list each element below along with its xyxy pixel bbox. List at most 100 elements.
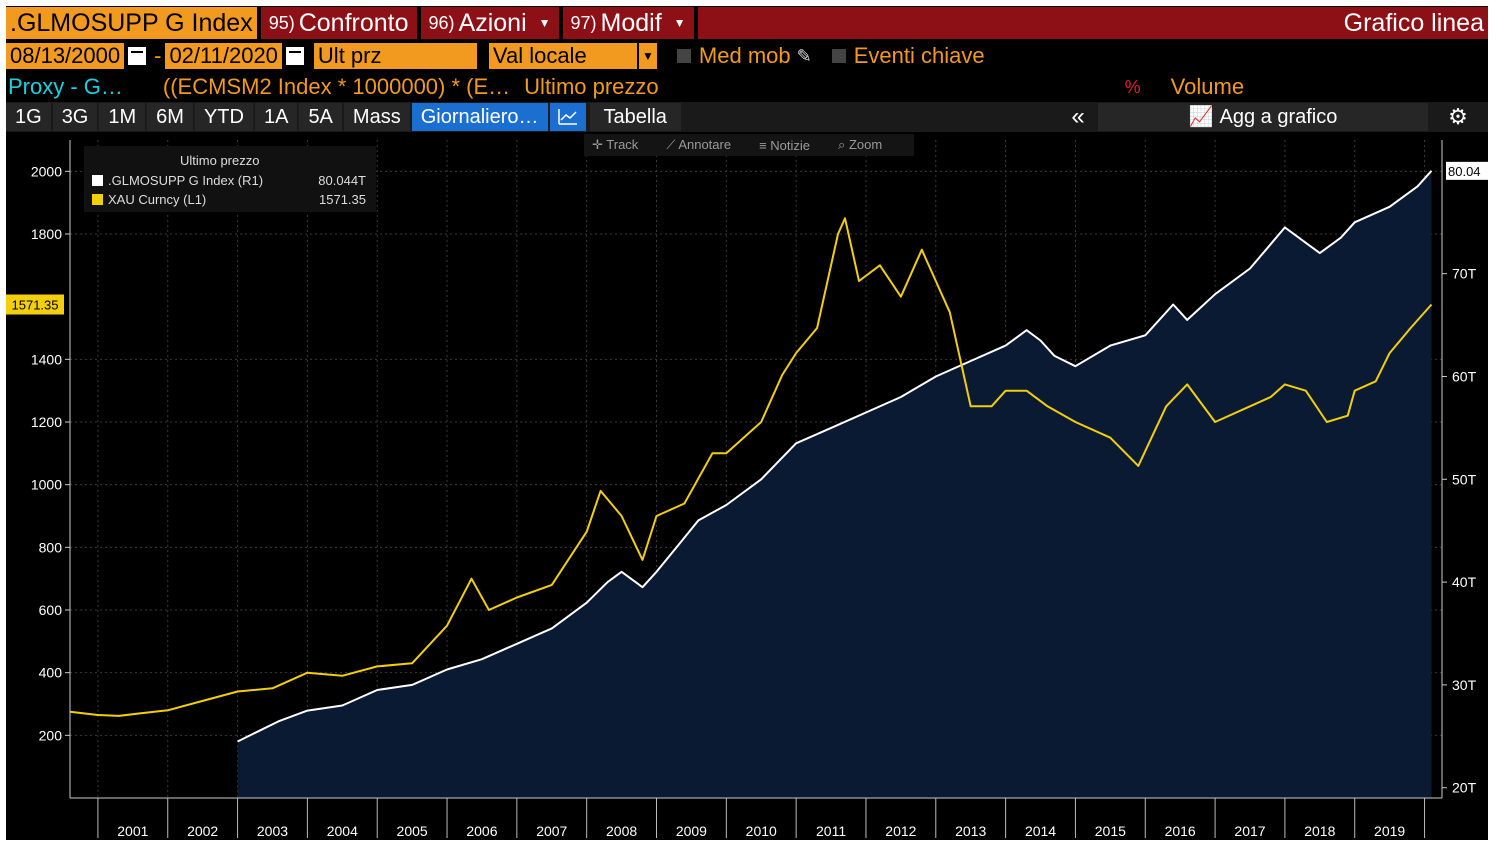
left-tick-label: 400 bbox=[39, 665, 63, 681]
last-price-label: Ultimo prezzo bbox=[524, 74, 659, 99]
annotate-tool[interactable]: ⟋ Annotare bbox=[666, 137, 732, 152]
volume-icon[interactable]: % bbox=[1124, 76, 1141, 97]
key-events-label: Eventi chiave bbox=[853, 43, 985, 68]
x-tick-label: 2014 bbox=[1025, 823, 1056, 839]
actions-button[interactable]: 96) Azioni ▼ bbox=[420, 7, 559, 39]
tab-5a[interactable]: 5A bbox=[299, 103, 342, 131]
tab-6m[interactable]: 6M bbox=[147, 103, 193, 131]
left-tick-label: 1000 bbox=[31, 477, 62, 493]
calendar-icon[interactable] bbox=[285, 47, 304, 65]
left-tick-label: 200 bbox=[39, 727, 63, 743]
x-tick-label: 2013 bbox=[955, 823, 986, 839]
date-range-bar: 08/13/2000 - 02/11/2020 Ult prz Val loca… bbox=[6, 42, 1488, 70]
tab-1g[interactable]: 1G bbox=[6, 103, 51, 131]
right-tick-label: 40T bbox=[1452, 574, 1477, 590]
line-chart-icon[interactable] bbox=[549, 103, 586, 131]
x-tick-label: 2016 bbox=[1165, 823, 1196, 839]
chart-area: 200 400 600 800 1000 1200 1400 1800 2000 20T 30T 40… bbox=[6, 134, 1488, 840]
compare-number: 95) bbox=[268, 13, 295, 33]
x-tick-label: 2009 bbox=[676, 823, 707, 839]
left-tick-label: 1200 bbox=[31, 414, 62, 430]
left-tick-label: 800 bbox=[39, 539, 63, 555]
end-date-field[interactable]: 02/11/2020 bbox=[165, 43, 282, 69]
actions-label: Azioni bbox=[458, 9, 527, 37]
date-separator: - bbox=[154, 43, 162, 68]
index-last-value-tag bbox=[1446, 161, 1488, 180]
right-tick-label: 50T bbox=[1452, 471, 1477, 487]
gold-series-line bbox=[69, 217, 1433, 717]
currency-select[interactable]: Val locale bbox=[488, 43, 637, 69]
legend-swatch bbox=[92, 194, 103, 205]
x-tick-label: 2018 bbox=[1304, 823, 1335, 839]
chevron-down-icon: ▼ bbox=[673, 16, 686, 30]
x-tick-label: 2007 bbox=[536, 823, 567, 839]
legend-series-name: XAU Curncy (L1) bbox=[108, 192, 207, 207]
right-tick-label: 20T bbox=[1452, 780, 1477, 796]
chart-legend: Ultimo prezzo .GLMOSUPP G Index (R1) 80.… bbox=[84, 146, 376, 212]
ticker-field[interactable]: .GLMOSUPP G Index bbox=[6, 7, 257, 39]
track-tool[interactable]: ✛ Track bbox=[592, 137, 639, 152]
price-field-select[interactable]: Ult prz bbox=[313, 43, 477, 69]
x-tick-label: 2019 bbox=[1374, 823, 1405, 839]
left-tick-label: 2000 bbox=[31, 163, 62, 179]
legend-swatch bbox=[92, 175, 103, 186]
bloomberg-chart-window: .GLMOSUPP G Index 95) Confronto 96) Azioni… bbox=[6, 6, 1488, 840]
x-tick-label: 2004 bbox=[327, 823, 358, 839]
x-tick-label: 2008 bbox=[606, 823, 637, 839]
news-tool[interactable]: ≡ Notizie bbox=[759, 137, 811, 153]
tab-mass[interactable]: Mass bbox=[343, 103, 410, 131]
left-tick-label: 1800 bbox=[31, 226, 62, 242]
legend-item-index: .GLMOSUPP G Index (R1) 80.044T bbox=[92, 173, 366, 188]
actions-number: 96) bbox=[428, 13, 455, 33]
chart-type-title: Grafico linea bbox=[697, 7, 1488, 39]
moving-average-checkbox[interactable] bbox=[676, 49, 691, 63]
right-tick-label: 30T bbox=[1452, 677, 1477, 693]
period-select[interactable]: Giornaliero… bbox=[411, 103, 548, 131]
tab-ytd[interactable]: YTD bbox=[194, 103, 253, 131]
gold-last-value-label: 1571.35 bbox=[12, 298, 59, 313]
compare-button[interactable]: 95) Confronto bbox=[260, 7, 417, 39]
edit-button[interactable]: 97) Modif ▼ bbox=[562, 7, 694, 39]
tab-1m[interactable]: 1M bbox=[99, 103, 146, 131]
legend-series-value: 1571.35 bbox=[319, 192, 366, 207]
x-tick-label: 2015 bbox=[1095, 823, 1126, 839]
edit-number: 97) bbox=[570, 13, 597, 33]
index-last-value-label: 80.04 bbox=[1448, 164, 1481, 179]
volume-label: Volume bbox=[1170, 74, 1245, 99]
command-bar: .GLMOSUPP G Index 95) Confronto 96) Azioni… bbox=[6, 6, 1488, 40]
add-to-chart-label: Agg a grafico bbox=[1219, 106, 1338, 128]
proxy-label: Proxy - G… bbox=[8, 74, 123, 99]
x-tick-label: 2002 bbox=[187, 823, 218, 839]
tab-bar: 1G 3G 1M 6M YTD 1A 5A Mass Giornaliero… … bbox=[6, 102, 1488, 132]
start-date-field[interactable]: 08/13/2000 bbox=[6, 43, 125, 69]
compare-label: Confronto bbox=[298, 9, 409, 37]
tab-3g[interactable]: 3G bbox=[52, 103, 98, 131]
index-series-line bbox=[237, 170, 1433, 743]
x-tick-label: 2011 bbox=[816, 823, 846, 839]
x-tick-label: 2001 bbox=[117, 823, 148, 839]
line-chart: 200 400 600 800 1000 1200 1400 1800 2000 20T 30T 40… bbox=[6, 134, 1488, 840]
edit-label: Modif bbox=[600, 9, 662, 37]
gear-icon[interactable]: ⚙ bbox=[1448, 104, 1468, 129]
tab-1a[interactable]: 1A bbox=[254, 103, 298, 131]
chevron-down-icon: ▼ bbox=[538, 16, 551, 30]
left-tick-label: 600 bbox=[39, 602, 63, 618]
collapse-icon[interactable]: « bbox=[1071, 103, 1085, 130]
index-area bbox=[237, 170, 1432, 799]
x-tick-label: 2012 bbox=[885, 823, 916, 839]
x-tick-label: 2017 bbox=[1234, 823, 1265, 839]
x-tick-label: 2006 bbox=[466, 823, 497, 839]
legend-series-name: .GLMOSUPP G Index (R1) bbox=[108, 173, 264, 188]
zoom-tool[interactable]: ⌕ Zoom bbox=[838, 137, 883, 152]
calendar-icon[interactable] bbox=[128, 47, 147, 65]
pencil-icon[interactable]: ✎ bbox=[796, 45, 812, 66]
chevron-down-icon[interactable]: ▼ bbox=[638, 43, 657, 69]
x-tick-label: 2005 bbox=[397, 823, 428, 839]
x-tick-label: 2003 bbox=[257, 823, 288, 839]
key-events-checkbox[interactable] bbox=[831, 49, 846, 63]
legend-item-gold: XAU Curncy (L1) 1571.35 bbox=[92, 192, 366, 207]
add-chart-icon: 📈 bbox=[1188, 106, 1214, 128]
table-button[interactable]: Tabella bbox=[589, 103, 681, 131]
add-to-chart-button[interactable]: 📈 Agg a grafico bbox=[1098, 103, 1428, 131]
right-tick-label: 60T bbox=[1452, 368, 1477, 384]
